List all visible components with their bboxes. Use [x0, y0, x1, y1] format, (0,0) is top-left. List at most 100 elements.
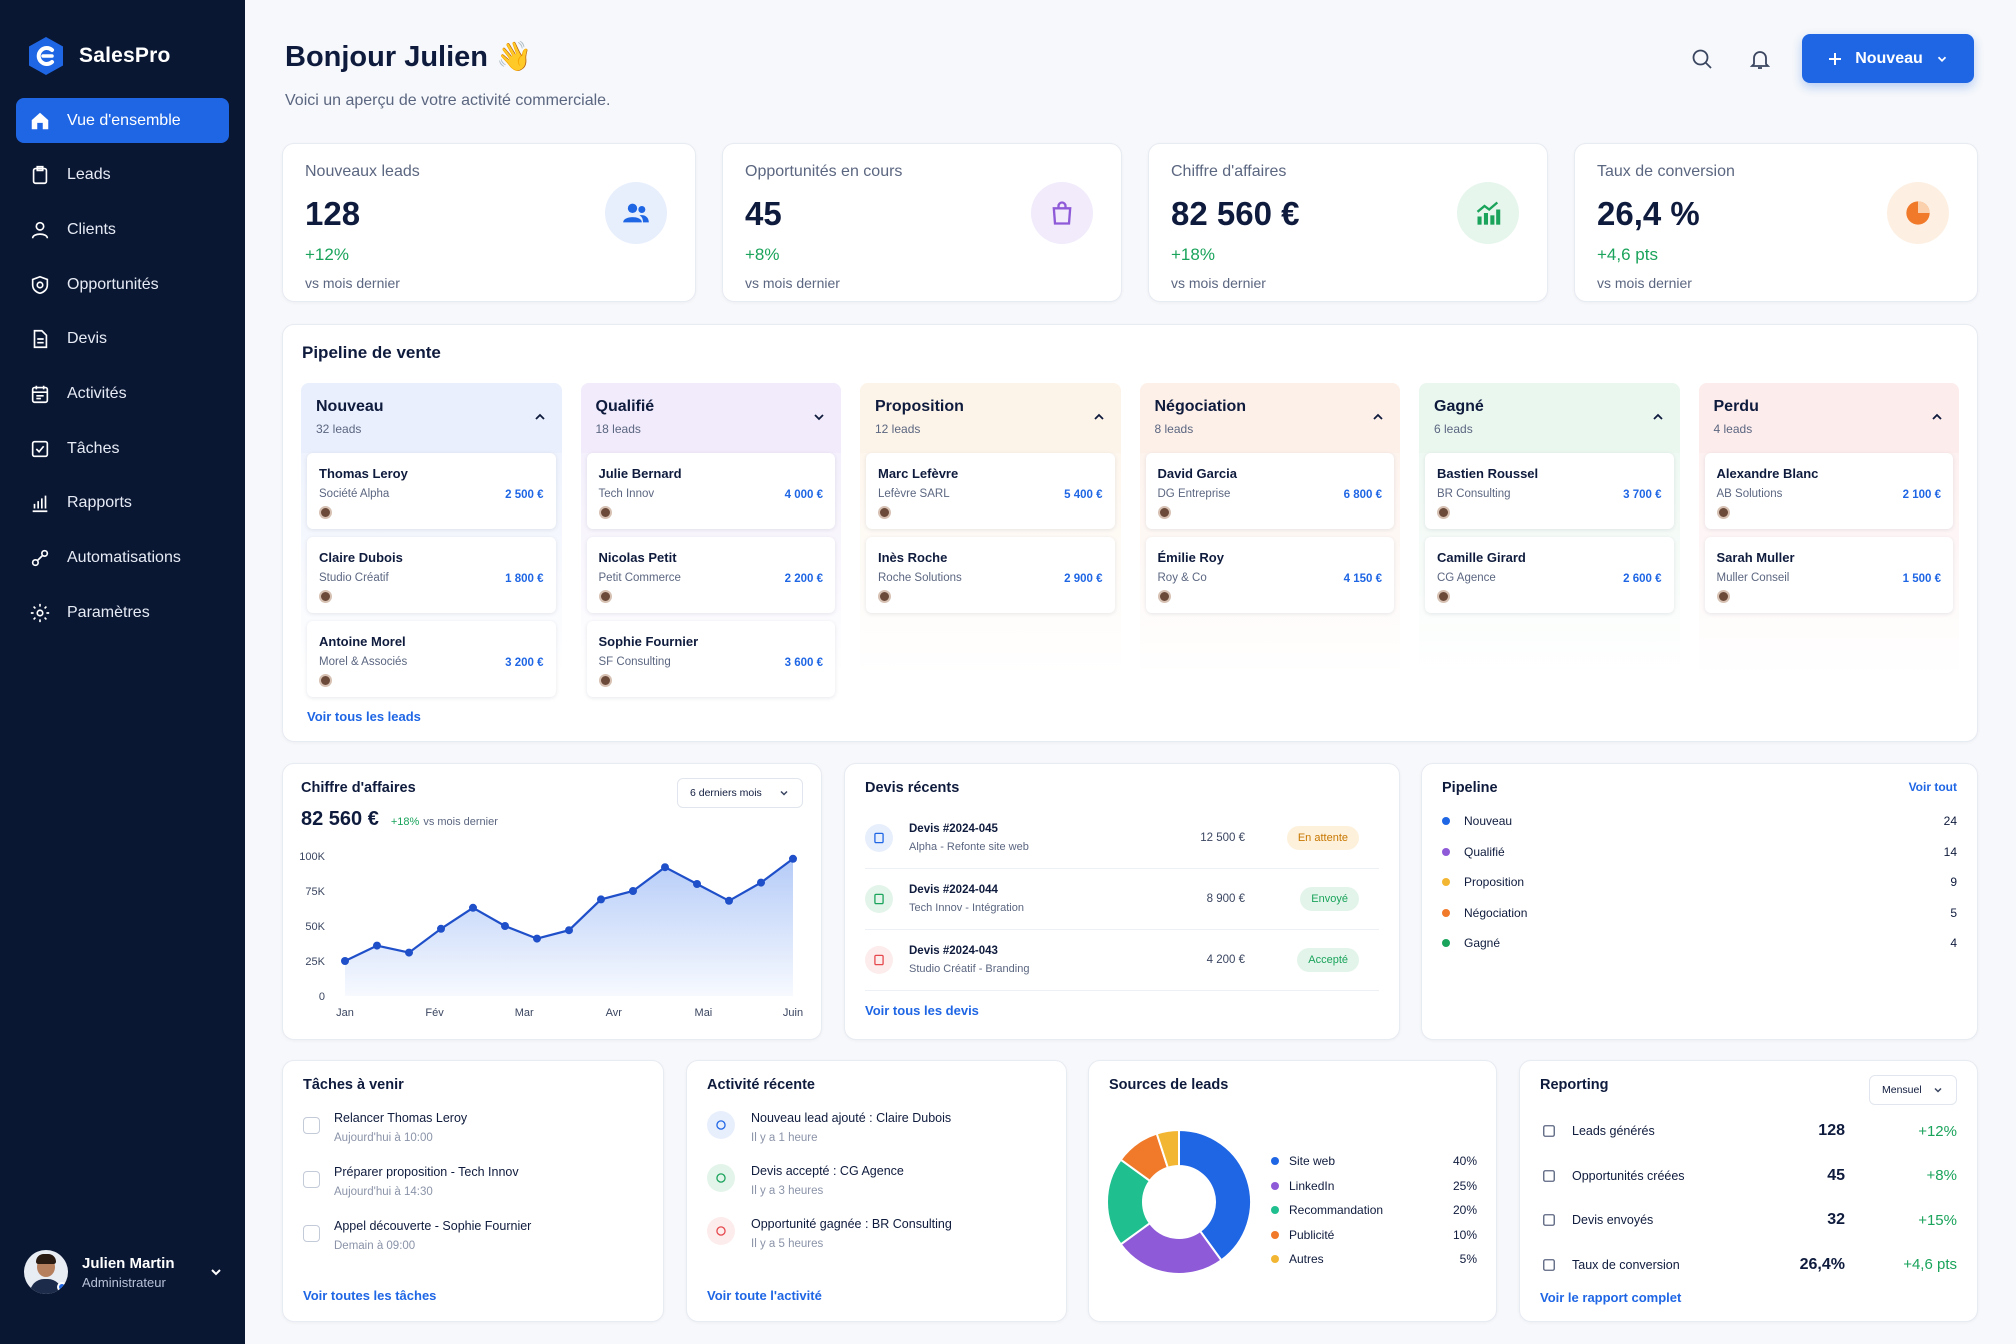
chevron-up-icon[interactable] — [1650, 409, 1666, 425]
section-title: Pipeline de vente — [302, 343, 441, 362]
lead-card[interactable]: Camille Girard CG Agence 2 600 € — [1425, 537, 1674, 613]
document-check-icon — [707, 1164, 735, 1192]
source-value: 10% — [1452, 1227, 1477, 1242]
nav-item-taches[interactable]: Tâches — [16, 426, 229, 471]
see-all-leads-link[interactable]: Voir tous les leads — [307, 709, 421, 724]
nav-item-parametres[interactable]: Paramètres — [16, 590, 229, 635]
x-tick-label: Juin — [783, 1007, 803, 1019]
y-tick-label: 25K — [305, 956, 325, 968]
stage-label: Proposition — [1464, 875, 1525, 890]
lead-card[interactable]: Alexandre Blanc AB Solutions 2 100 € — [1704, 453, 1953, 529]
data-point — [661, 863, 669, 872]
nav-item-activites[interactable]: Activités — [16, 371, 229, 416]
chevron-down-icon[interactable] — [208, 1264, 224, 1280]
tasks-list: Relancer Thomas Leroy Aujourd'hui à 10:00… — [303, 1111, 643, 1252]
nav-item-opportunities[interactable]: Opportunités — [16, 262, 229, 307]
reporting-period-select[interactable]: Mensuel — [1869, 1075, 1957, 1105]
chevron-up-icon[interactable] — [532, 409, 548, 425]
pipeline-column-header[interactable]: Qualifié 18 leads — [580, 383, 841, 453]
task-title: Relancer Thomas Leroy — [334, 1111, 468, 1125]
nav-item-devis[interactable]: Devis — [16, 317, 229, 362]
column-body: David Garcia DG Entreprise 6 800 € Émilie R… — [1140, 453, 1401, 613]
quote-row[interactable]: Devis #2024-045 Alpha - Refonte site web 1… — [865, 808, 1379, 869]
lead-card[interactable]: Sophie Fournier SF Consulting 3 600 € — [586, 621, 835, 697]
chevron-up-icon[interactable] — [1370, 409, 1386, 425]
quote-desc: Alpha - Refonte site web — [909, 841, 1029, 853]
report-label: Taux de conversion — [1572, 1257, 1680, 1272]
activity-title: Devis accepté : CG Agence — [751, 1164, 904, 1178]
lead-card[interactable]: Bastien Roussel BR Consulting 3 700 € — [1425, 453, 1674, 529]
period-select[interactable]: 6 derniers mois — [677, 778, 803, 808]
users-icon — [605, 182, 667, 244]
kpi-card-revenue[interactable]: Chiffre d'affaires 82 560 € +18% vs mois… — [1148, 143, 1548, 302]
data-point — [789, 854, 797, 863]
legend-dot — [1271, 1230, 1279, 1239]
kpi-delta: +12% — [305, 245, 349, 264]
nav-item-clients[interactable]: Clients — [16, 207, 229, 252]
nav-item-overview[interactable]: Vue d'ensemble — [16, 98, 229, 143]
pipeline-column-header[interactable]: Perdu 4 leads — [1698, 383, 1959, 453]
notifications-button[interactable] — [1744, 43, 1776, 75]
data-point — [405, 948, 413, 957]
nav-label: Paramètres — [67, 603, 150, 621]
lead-card[interactable]: Thomas Leroy Société Alpha 2 500 € — [307, 453, 556, 529]
lead-card[interactable]: Nicolas Petit Petit Commerce 2 200 € — [586, 537, 835, 613]
task-checkbox[interactable] — [303, 1225, 320, 1242]
quote-amount: 12 500 € — [1200, 832, 1245, 844]
task-item: Appel découverte - Sophie Fournier Demain… — [303, 1219, 643, 1252]
nav-label: Devis — [67, 330, 108, 348]
column-count: 32 leads — [316, 422, 362, 436]
kpi-value: 26,4 % — [1597, 195, 1700, 232]
chevron-up-icon[interactable] — [1929, 409, 1945, 425]
lead-avatar — [1157, 506, 1171, 519]
task-checkbox[interactable] — [303, 1117, 320, 1134]
pipeline-column-header[interactable]: Proposition 12 leads — [860, 383, 1121, 453]
report-metric-icon — [1543, 1169, 1555, 1182]
see-full-report-link[interactable]: Voir le rapport complet — [1540, 1290, 1682, 1305]
see-all-quotes-link[interactable]: Voir tous les devis — [865, 1003, 979, 1018]
lead-avatar — [319, 590, 332, 603]
nav-label: Rapports — [67, 494, 132, 512]
lead-name: Nicolas Petit — [598, 550, 677, 565]
new-button[interactable]: Nouveau — [1802, 34, 1974, 83]
lead-card[interactable]: Émilie Roy Roy & Co 4 150 € — [1145, 537, 1394, 613]
nav-item-automatisations[interactable]: Automatisations — [16, 536, 229, 581]
see-all-pipeline-link[interactable]: Voir tout — [1908, 780, 1957, 794]
document-check-icon — [865, 885, 893, 913]
lead-card[interactable]: David Garcia DG Entreprise 6 800 € — [1145, 453, 1394, 529]
quote-row[interactable]: Devis #2024-044 Tech Innov - Intégration 8… — [865, 869, 1379, 930]
lead-card[interactable]: Inès Roche Roche Solutions 2 900 € — [866, 537, 1115, 613]
quote-row[interactable]: Devis #2024-043 Studio Créatif - Branding… — [865, 930, 1379, 991]
task-checkbox[interactable] — [303, 1171, 320, 1188]
kpi-card-conversion[interactable]: Taux de conversion 26,4 % +4,6 pts vs mo… — [1574, 143, 1978, 302]
nav-item-leads[interactable]: Leads — [16, 153, 229, 198]
lead-card[interactable]: Claire Dubois Studio Créatif 1 800 € — [307, 537, 556, 613]
pie-chart-icon — [1887, 182, 1949, 244]
lead-card[interactable]: Julie Bernard Tech Innov 4 000 € — [586, 453, 835, 529]
lead-card[interactable]: Sarah Muller Muller Conseil 1 500 € — [1704, 537, 1953, 613]
lead-name: Camille Girard — [1437, 550, 1526, 565]
kpi-card-leads[interactable]: Nouveaux leads 128 +12% vs mois dernier — [282, 143, 696, 302]
new-button-label: Nouveau — [1855, 49, 1923, 67]
growth-chart-icon — [1457, 182, 1519, 244]
search-button[interactable] — [1686, 43, 1718, 75]
report-row: Devis envoyés 32 +15% — [1540, 1198, 1957, 1243]
lead-card[interactable]: Marc Lefèvre Lefèvre SARL 5 400 € — [866, 453, 1115, 529]
see-all-tasks-link[interactable]: Voir toutes les tâches — [303, 1288, 437, 1303]
user-profile[interactable]: Julien Martin Administrateur — [24, 1250, 224, 1294]
chevron-down-icon[interactable] — [811, 409, 827, 425]
chevron-up-icon[interactable] — [1091, 409, 1107, 425]
app-logo[interactable]: SalesPro — [0, 0, 245, 88]
see-all-activity-link[interactable]: Voir toute l'activité — [707, 1288, 822, 1303]
data-point — [629, 887, 637, 895]
pipeline-column: Négociation 8 leads David Garcia DG Entrepr… — [1139, 383, 1401, 675]
nav-item-rapports[interactable]: Rapports — [16, 481, 229, 526]
pipeline-column-header[interactable]: Gagné 6 leads — [1419, 383, 1680, 453]
period-select-value: 6 derniers mois — [690, 787, 762, 799]
chevron-down-icon — [1934, 1087, 1942, 1093]
pipeline-column-header[interactable]: Négociation 8 leads — [1139, 383, 1400, 453]
kpi-card-opportunities[interactable]: Opportunités en cours 45 +8% vs mois der… — [722, 143, 1122, 302]
pipeline-column-header[interactable]: Nouveau 32 leads — [301, 383, 562, 453]
lead-card[interactable]: Antoine Morel Morel & Associés 3 200 € — [307, 621, 556, 697]
bell-icon — [1749, 50, 1771, 69]
